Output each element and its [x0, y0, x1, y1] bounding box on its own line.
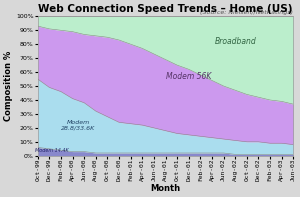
X-axis label: Month: Month — [151, 184, 181, 193]
Text: Modem 14.4K: Modem 14.4K — [35, 148, 69, 153]
Title: Web Connection Speed Trends – Home (US): Web Connection Speed Trends – Home (US) — [38, 4, 293, 14]
Text: Modem
28.8/33.6K: Modem 28.8/33.6K — [61, 120, 95, 130]
Text: (Source: Nielsen//NetRatings): (Source: Nielsen//NetRatings) — [200, 10, 293, 15]
Text: Modem 56K: Modem 56K — [166, 72, 212, 81]
Text: Broadband: Broadband — [214, 37, 256, 46]
Y-axis label: Composition %: Composition % — [4, 51, 13, 121]
